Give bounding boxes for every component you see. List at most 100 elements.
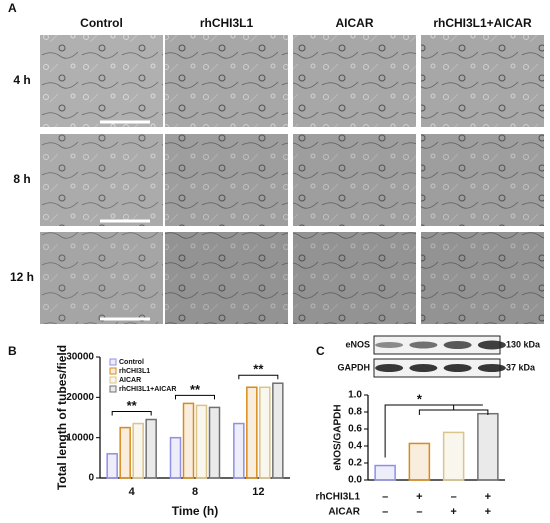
micrograph-shade [421, 134, 544, 226]
blot-band [409, 341, 438, 349]
micrograph [421, 35, 544, 127]
micrograph-shade [293, 134, 416, 226]
bar [246, 386, 258, 479]
y-tick-label: 0.4 [348, 441, 362, 452]
micrograph [293, 134, 416, 226]
micrograph-shade [40, 35, 163, 127]
y-tick-label: 0.6 [348, 424, 362, 435]
row-label: 4 h [13, 73, 30, 87]
micrograph [165, 134, 288, 226]
legend-label: rhCHI3L1+AICAR [119, 386, 176, 393]
bar [233, 422, 245, 479]
micrograph [40, 134, 163, 226]
blot-band [409, 364, 438, 372]
condition-label: AICAR [328, 507, 360, 518]
bar [259, 386, 271, 479]
blot-band [375, 364, 404, 372]
y-axis-label: eNOS/GAPDH [333, 404, 344, 470]
y-tick-label: 0.8 [348, 407, 362, 418]
micrograph [165, 232, 288, 324]
condition-sign: – [382, 491, 388, 503]
micrograph-shade [165, 35, 288, 127]
legend-swatch [109, 376, 117, 384]
x-tick-label: 8 [192, 486, 198, 498]
significance-bracket [418, 405, 489, 415]
significance: ** [127, 398, 138, 413]
row-label: 12 h [10, 270, 34, 284]
column-header: rhCHI3L1 [200, 16, 254, 30]
bar [374, 464, 396, 481]
blot-label: eNOS [345, 339, 370, 349]
blot-band [477, 340, 506, 350]
legend-swatch [109, 367, 117, 375]
micrograph-shade [293, 232, 416, 324]
bar [408, 442, 431, 481]
legend-label: AICAR [119, 377, 141, 384]
y-axis-label: Total length of tubes/field [55, 345, 69, 490]
micrograph [165, 35, 288, 127]
bar [145, 418, 157, 479]
legend-swatch [109, 358, 117, 366]
row-label: 8 h [13, 172, 30, 186]
legend-swatch [109, 385, 117, 393]
bar [119, 426, 131, 479]
x-tick-label: 12 [252, 486, 264, 498]
micrograph-shade [421, 35, 544, 127]
panel-label: B [8, 344, 17, 358]
blot-band [375, 342, 404, 348]
blot-label: GAPDH [337, 362, 370, 372]
micrograph [293, 35, 416, 127]
bar [442, 431, 465, 481]
legend-label: rhCHI3L1 [119, 368, 150, 375]
micrograph-shade [40, 232, 163, 324]
y-tick-label: 0.2 [348, 458, 362, 469]
x-tick-label: 4 [129, 486, 136, 498]
micrograph [293, 232, 416, 324]
micrograph [421, 134, 544, 226]
x-axis-label: Time (h) [172, 504, 218, 518]
micrograph [40, 232, 163, 324]
bar [272, 382, 284, 479]
y-tick-label: 1.0 [348, 390, 362, 401]
micrograph [421, 232, 544, 324]
y-tick-label: 0.0 [348, 475, 362, 486]
bar [106, 453, 118, 479]
significance: ** [190, 382, 201, 397]
column-header: Control [80, 16, 123, 30]
bar [208, 406, 221, 479]
significance-bracket [384, 404, 483, 458]
micrograph-shade [421, 232, 544, 324]
blot-band [477, 364, 506, 372]
panel-label: A [8, 1, 17, 15]
bar [195, 404, 208, 479]
micrograph-shade [40, 134, 163, 226]
condition-sign: – [416, 506, 422, 518]
bar [477, 412, 499, 481]
bar [132, 422, 144, 479]
condition-sign: – [451, 491, 457, 503]
bar [182, 402, 195, 479]
y-tick-label: 10000 [66, 432, 94, 443]
condition-sign: + [485, 491, 491, 503]
blot-band [443, 364, 472, 372]
significance-bracket [238, 374, 279, 380]
blot-size: 130 kDa [506, 339, 541, 349]
condition-sign: + [416, 491, 422, 503]
condition-sign: + [450, 506, 456, 518]
bar [169, 436, 182, 479]
significance: ** [253, 362, 264, 377]
micrograph-shade [165, 232, 288, 324]
condition-sign: + [485, 506, 491, 518]
column-header: rhCHI3L1+AICAR [433, 16, 532, 30]
significance-bracket [175, 394, 215, 400]
y-tick-label: 0 [88, 473, 94, 484]
micrograph-shade [293, 35, 416, 127]
y-tick-label: 20000 [66, 392, 94, 403]
blot-size: 37 kDa [506, 362, 536, 372]
panel-label: C [316, 344, 325, 358]
micrograph-shade [165, 134, 288, 226]
significance: * [417, 391, 423, 406]
column-header: AICAR [336, 16, 374, 30]
condition-label: rhCHI3L1 [316, 492, 361, 503]
